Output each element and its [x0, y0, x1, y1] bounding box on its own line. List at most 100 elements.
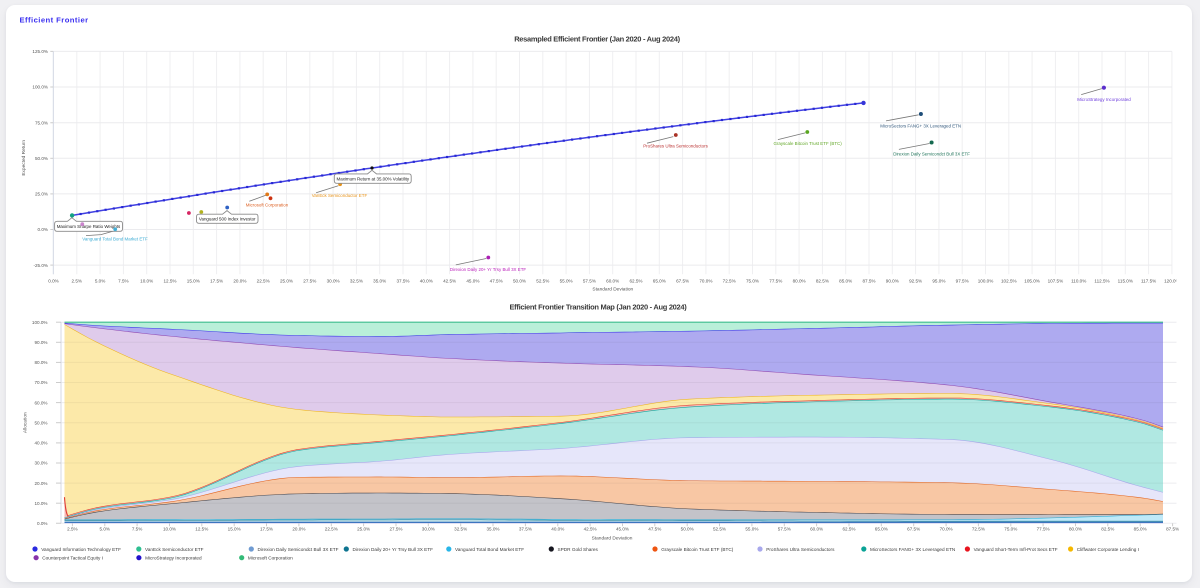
- svg-text:67.5%: 67.5%: [907, 527, 920, 532]
- svg-text:Vanguard 500 Index Investor: Vanguard 500 Index Investor: [199, 217, 256, 222]
- svg-text:45.0%: 45.0%: [466, 278, 479, 283]
- svg-text:2.5%: 2.5%: [72, 278, 82, 283]
- svg-text:77.5%: 77.5%: [1037, 527, 1050, 532]
- svg-text:7.5%: 7.5%: [118, 278, 128, 283]
- svg-text:82.5%: 82.5%: [816, 278, 829, 283]
- svg-text:15.0%: 15.0%: [187, 278, 200, 283]
- svg-text:72.5%: 72.5%: [972, 527, 985, 532]
- svg-text:60.0%: 60.0%: [606, 278, 619, 283]
- svg-text:5.0%: 5.0%: [95, 278, 105, 283]
- svg-text:30.0%: 30.0%: [327, 278, 340, 283]
- svg-text:62.5%: 62.5%: [842, 527, 855, 532]
- svg-text:25.0%: 25.0%: [280, 278, 293, 283]
- svg-text:47.5%: 47.5%: [490, 278, 503, 283]
- svg-text:Vanguard Total Bond Market ETF: Vanguard Total Bond Market ETF: [455, 547, 524, 552]
- svg-text:40.0%: 40.0%: [34, 441, 47, 446]
- svg-text:60.0%: 60.0%: [34, 400, 47, 405]
- svg-text:Microsoft Corporation: Microsoft Corporation: [248, 556, 293, 561]
- svg-text:25.0%: 25.0%: [357, 527, 370, 532]
- svg-text:30.0%: 30.0%: [422, 527, 435, 532]
- svg-text:40.0%: 40.0%: [420, 278, 433, 283]
- svg-text:67.5%: 67.5%: [676, 278, 689, 283]
- svg-text:120.0%: 120.0%: [1164, 278, 1180, 283]
- svg-text:12.5%: 12.5%: [195, 527, 208, 532]
- svg-text:52.5%: 52.5%: [713, 527, 726, 532]
- svg-text:55.0%: 55.0%: [560, 278, 573, 283]
- svg-text:95.0%: 95.0%: [932, 278, 945, 283]
- svg-text:112.5%: 112.5%: [1094, 278, 1109, 283]
- svg-text:65.0%: 65.0%: [875, 527, 888, 532]
- svg-text:10.0%: 10.0%: [163, 527, 176, 532]
- svg-text:100.0%: 100.0%: [32, 85, 48, 90]
- svg-text:65.0%: 65.0%: [653, 278, 666, 283]
- svg-text:47.5%: 47.5%: [648, 527, 661, 532]
- svg-text:25.0%: 25.0%: [35, 192, 48, 197]
- svg-text:VanEck Semiconductor ETF: VanEck Semiconductor ETF: [145, 547, 204, 552]
- svg-text:77.5%: 77.5%: [769, 278, 782, 283]
- svg-text:Efficient Frontier Transition: Efficient Frontier Transition Map (Jan 2…: [509, 302, 687, 311]
- svg-text:22.5%: 22.5%: [257, 278, 270, 283]
- svg-text:70.0%: 70.0%: [940, 527, 953, 532]
- svg-text:10.0%: 10.0%: [140, 278, 153, 283]
- svg-text:ProShares Ultra Semiconductors: ProShares Ultra Semiconductors: [766, 547, 835, 552]
- svg-text:5.0%: 5.0%: [100, 527, 110, 532]
- svg-text:70.0%: 70.0%: [699, 278, 712, 283]
- svg-text:80.0%: 80.0%: [34, 360, 47, 365]
- svg-text:20.0%: 20.0%: [292, 527, 305, 532]
- svg-text:82.5%: 82.5%: [1101, 527, 1114, 532]
- svg-text:55.0%: 55.0%: [745, 527, 758, 532]
- svg-text:27.5%: 27.5%: [389, 527, 402, 532]
- svg-text:52.5%: 52.5%: [536, 278, 549, 283]
- svg-text:125.0%: 125.0%: [32, 49, 48, 54]
- svg-text:20.0%: 20.0%: [233, 278, 246, 283]
- svg-text:57.5%: 57.5%: [778, 527, 791, 532]
- svg-text:0.0%: 0.0%: [48, 278, 58, 283]
- svg-text:80.0%: 80.0%: [793, 278, 806, 283]
- svg-text:17.5%: 17.5%: [210, 278, 223, 283]
- svg-text:107.5%: 107.5%: [1048, 278, 1064, 283]
- svg-text:75.0%: 75.0%: [746, 278, 759, 283]
- svg-text:102.5%: 102.5%: [1001, 278, 1017, 283]
- svg-text:Microsoft Corporation: Microsoft Corporation: [246, 203, 289, 208]
- svg-text:35.0%: 35.0%: [486, 527, 499, 532]
- svg-text:Maximum Return at 35.00% Volat: Maximum Return at 35.00% Volatility: [337, 176, 410, 181]
- svg-text:Direxion Daily 20+ Yr Trsy Bul: Direxion Daily 20+ Yr Trsy Bull 3X ETF: [353, 547, 434, 552]
- svg-text:Maximum Sharpe Ratio Weights: Maximum Sharpe Ratio Weights: [57, 224, 121, 229]
- svg-text:100.0%: 100.0%: [978, 278, 994, 283]
- svg-text:70.0%: 70.0%: [34, 380, 47, 385]
- svg-text:12.5%: 12.5%: [163, 278, 176, 283]
- svg-text:50.0%: 50.0%: [34, 420, 47, 425]
- svg-text:75.0%: 75.0%: [1004, 527, 1017, 532]
- svg-text:85.0%: 85.0%: [1134, 527, 1147, 532]
- svg-text:90.0%: 90.0%: [34, 340, 47, 345]
- svg-text:97.5%: 97.5%: [956, 278, 969, 283]
- svg-text:45.0%: 45.0%: [616, 527, 629, 532]
- svg-text:35.0%: 35.0%: [373, 278, 386, 283]
- svg-text:MicroSectors FANG+ 3X Leverage: MicroSectors FANG+ 3X Leveraged ETN: [870, 547, 955, 552]
- svg-text:Grayscale Bitcoin Trust ETF (B: Grayscale Bitcoin Trust ETF (BTC): [661, 547, 734, 552]
- svg-text:92.5%: 92.5%: [909, 278, 922, 283]
- svg-text:Counterpoint Tactical Equity I: Counterpoint Tactical Equity I: [42, 556, 103, 561]
- svg-text:115.0%: 115.0%: [1118, 278, 1133, 283]
- svg-text:Expected Return: Expected Return: [21, 140, 27, 176]
- svg-text:0.0%: 0.0%: [38, 227, 48, 232]
- svg-text:Efficient Frontier: Efficient Frontier: [20, 16, 89, 25]
- svg-text:15.0%: 15.0%: [228, 527, 241, 532]
- svg-text:42.5%: 42.5%: [443, 278, 456, 283]
- svg-text:37.5%: 37.5%: [396, 278, 409, 283]
- svg-text:87.5%: 87.5%: [862, 278, 875, 283]
- svg-text:2.5%: 2.5%: [67, 527, 77, 532]
- svg-text:7.5%: 7.5%: [132, 527, 142, 532]
- svg-text:110.0%: 110.0%: [1071, 278, 1086, 283]
- svg-text:Vanguard Information Technolog: Vanguard Information Technology ETF: [41, 547, 121, 552]
- svg-text:75.0%: 75.0%: [35, 120, 48, 125]
- svg-text:Direxion Daily 20+ Yr Trsy Bul: Direxion Daily 20+ Yr Trsy Bull 3X ETF: [450, 267, 527, 272]
- svg-text:0.0%: 0.0%: [37, 521, 47, 526]
- svg-text:Direxion Daily Semicondct Bull: Direxion Daily Semicondct Bull 3X ETF: [893, 152, 970, 157]
- svg-text:57.5%: 57.5%: [583, 278, 596, 283]
- svg-text:ProShares Ultra Semiconductors: ProShares Ultra Semiconductors: [643, 144, 708, 149]
- svg-text:90.0%: 90.0%: [886, 278, 899, 283]
- svg-text:80.0%: 80.0%: [1069, 527, 1082, 532]
- svg-text:87.5%: 87.5%: [1166, 527, 1179, 532]
- svg-text:-25.0%: -25.0%: [33, 263, 48, 268]
